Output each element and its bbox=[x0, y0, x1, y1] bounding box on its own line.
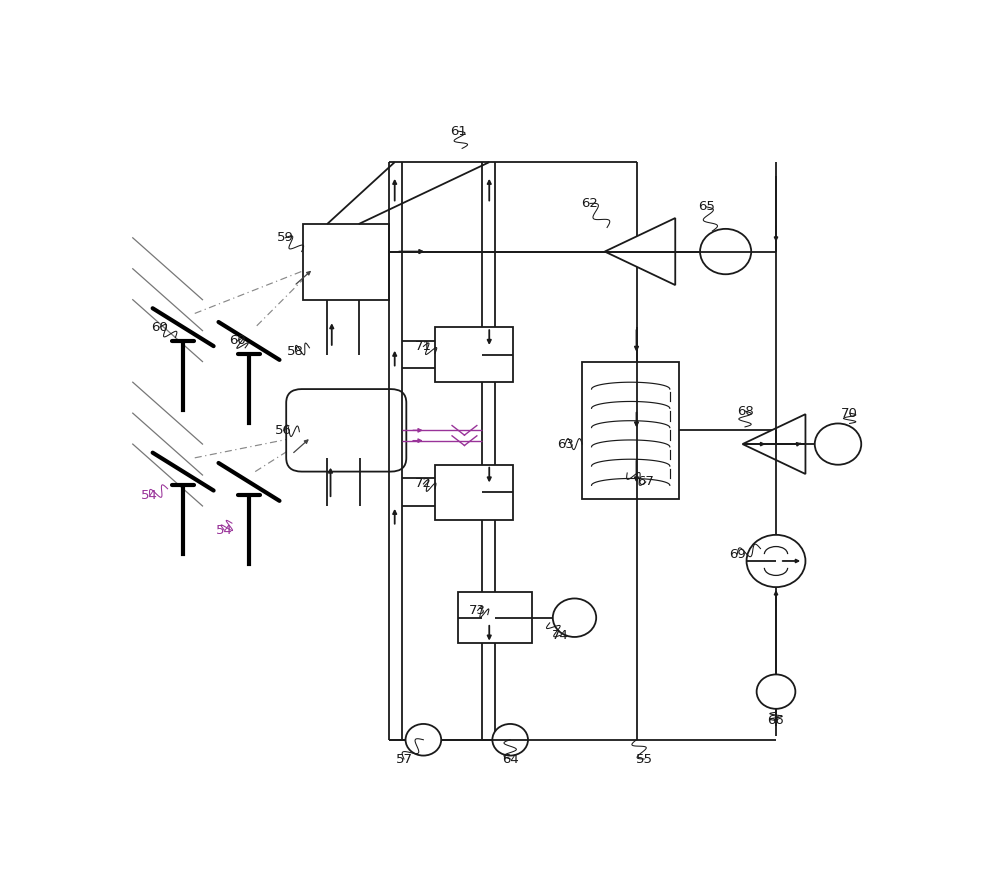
Text: 72: 72 bbox=[415, 478, 432, 490]
Bar bbox=[303, 224, 388, 300]
Bar bbox=[582, 362, 679, 499]
Text: 57: 57 bbox=[396, 753, 413, 765]
Text: 54: 54 bbox=[216, 523, 233, 537]
Text: 67: 67 bbox=[637, 475, 654, 488]
Text: 69: 69 bbox=[729, 547, 746, 561]
Text: 60: 60 bbox=[152, 321, 168, 334]
Text: 58: 58 bbox=[287, 345, 304, 358]
Text: 56: 56 bbox=[275, 424, 292, 437]
Text: 66: 66 bbox=[768, 714, 784, 727]
Text: 60: 60 bbox=[229, 335, 246, 347]
FancyBboxPatch shape bbox=[286, 389, 406, 472]
Text: 65: 65 bbox=[698, 200, 715, 213]
Text: 73: 73 bbox=[469, 604, 486, 617]
Bar bbox=[435, 327, 512, 382]
Text: 64: 64 bbox=[502, 753, 519, 765]
Circle shape bbox=[700, 229, 751, 274]
Text: 68: 68 bbox=[737, 405, 753, 418]
Circle shape bbox=[492, 724, 528, 755]
Text: 62: 62 bbox=[582, 197, 598, 210]
Circle shape bbox=[406, 724, 441, 755]
Circle shape bbox=[757, 674, 795, 709]
Text: 63: 63 bbox=[557, 438, 574, 451]
Polygon shape bbox=[605, 218, 675, 285]
Circle shape bbox=[747, 535, 805, 587]
Text: 59: 59 bbox=[277, 231, 294, 245]
Text: 74: 74 bbox=[552, 629, 569, 642]
Text: 71: 71 bbox=[415, 340, 432, 353]
Bar bbox=[458, 592, 532, 644]
Text: 70: 70 bbox=[841, 406, 858, 420]
Text: 61: 61 bbox=[450, 125, 467, 138]
Text: 54: 54 bbox=[141, 489, 158, 502]
Text: 55: 55 bbox=[636, 753, 653, 765]
Polygon shape bbox=[743, 414, 805, 474]
Circle shape bbox=[815, 423, 861, 464]
Circle shape bbox=[553, 598, 596, 637]
Bar bbox=[435, 464, 512, 520]
